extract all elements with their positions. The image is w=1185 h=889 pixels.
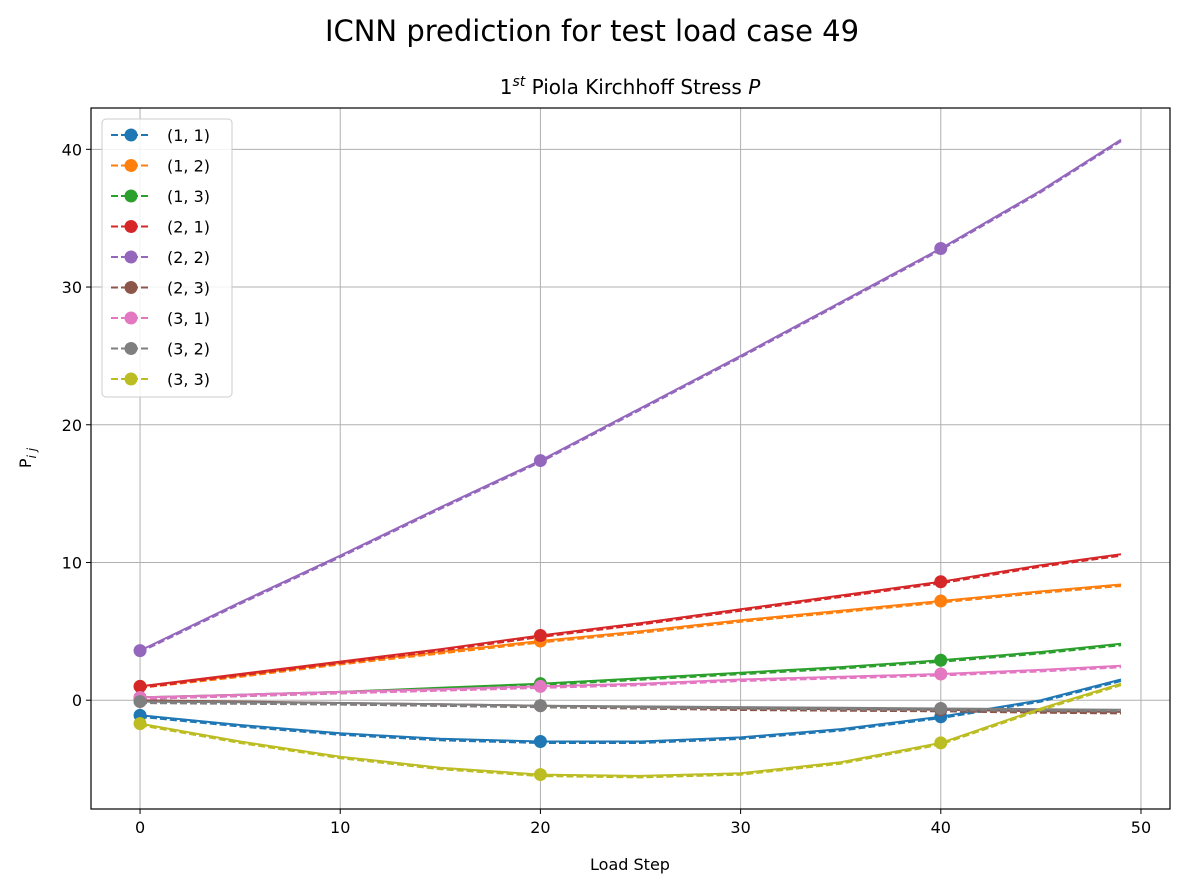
series-markers [133,241,948,782]
series-prediction-line [139,554,1122,689]
legend-label: (1, 2) [167,157,210,176]
x-tick-label: 10 [330,818,350,837]
series-line [139,553,1122,688]
y-axis-label-main: P [16,458,35,468]
legend-marker [124,250,138,264]
legend-marker [124,281,138,294]
legend-label: (1, 1) [167,126,210,145]
series-marker [133,717,147,731]
series-prediction-line [139,585,1122,689]
series-prediction-line [139,140,1122,654]
series-marker [934,575,948,589]
axes-title-symbol: P [748,75,761,99]
axes-title: 1st Piola Kirchhoff Stress P [500,74,761,99]
legend-label: (2, 2) [167,248,210,267]
legend-label: (3, 2) [167,340,210,359]
legend-label: (3, 3) [167,370,210,389]
y-axis-ticks: 0 10 20 30 40 [62,140,91,710]
series-marker [133,644,147,658]
series-lines [139,138,1122,779]
series-marker [533,735,547,749]
series-marker [533,679,547,693]
legend-label: (2, 3) [167,279,210,298]
series-marker [934,701,948,715]
legend-marker [124,342,138,355]
legend-label: (1, 3) [167,187,210,206]
y-tick-label: 40 [62,140,82,159]
series-marker [533,768,547,782]
series-prediction-line [139,702,1122,713]
series-marker [533,628,547,642]
y-tick-label: 10 [62,553,82,572]
series-marker [133,695,147,709]
series-marker [533,699,547,713]
series-line [139,138,1122,652]
x-tick-label: 50 [1131,818,1151,837]
series-marker [934,241,948,255]
axes-frame [90,107,1171,810]
axes-title-main: Piola Kirchhoff Stress [525,75,748,99]
figure-suptitle: ICNN prediction for test load case 49 [325,14,859,48]
x-axis-ticks: 0 10 20 30 40 50 [135,809,1151,837]
legend-frame [101,118,233,398]
x-tick-label: 30 [730,818,750,837]
series-line [139,664,1122,699]
x-tick-label: 20 [530,818,550,837]
axes-title-prefix: 1 [500,75,513,99]
series-marker [533,454,547,468]
series-marker [133,679,147,693]
y-tick-label: 30 [62,278,82,297]
series-marker [934,653,948,667]
legend-marker [124,189,138,203]
series-marker [934,667,948,681]
x-tick-label: 40 [931,818,951,837]
series-line [139,583,1122,688]
y-tick-label: 20 [62,416,82,435]
legend-marker [124,311,138,325]
axes-title-superscript: st [512,74,525,90]
y-tick-label: 0 [72,691,82,710]
series-prediction-line [139,684,1122,779]
series-marker [934,594,948,608]
legend-label: (2, 1) [167,218,210,237]
grid [91,108,1170,809]
y-axis-label: Pi j [16,447,39,468]
legend-label: (3, 1) [167,309,210,328]
series-line [139,682,1122,777]
x-axis-label: Load Step [590,855,670,874]
legend-marker [124,128,138,142]
series-line [139,700,1122,711]
legend-marker [124,159,138,172]
series-prediction-line [139,666,1122,700]
legend-marker [124,220,138,233]
x-tick-label: 0 [135,818,145,837]
y-axis-label-subscript: i j [25,447,39,458]
legend: (1, 1) (1, 2) (1, 3) (2, 1) (2, 2) (2, 3) (3, … [101,118,233,398]
series-marker [934,736,948,750]
legend-marker [124,372,138,386]
